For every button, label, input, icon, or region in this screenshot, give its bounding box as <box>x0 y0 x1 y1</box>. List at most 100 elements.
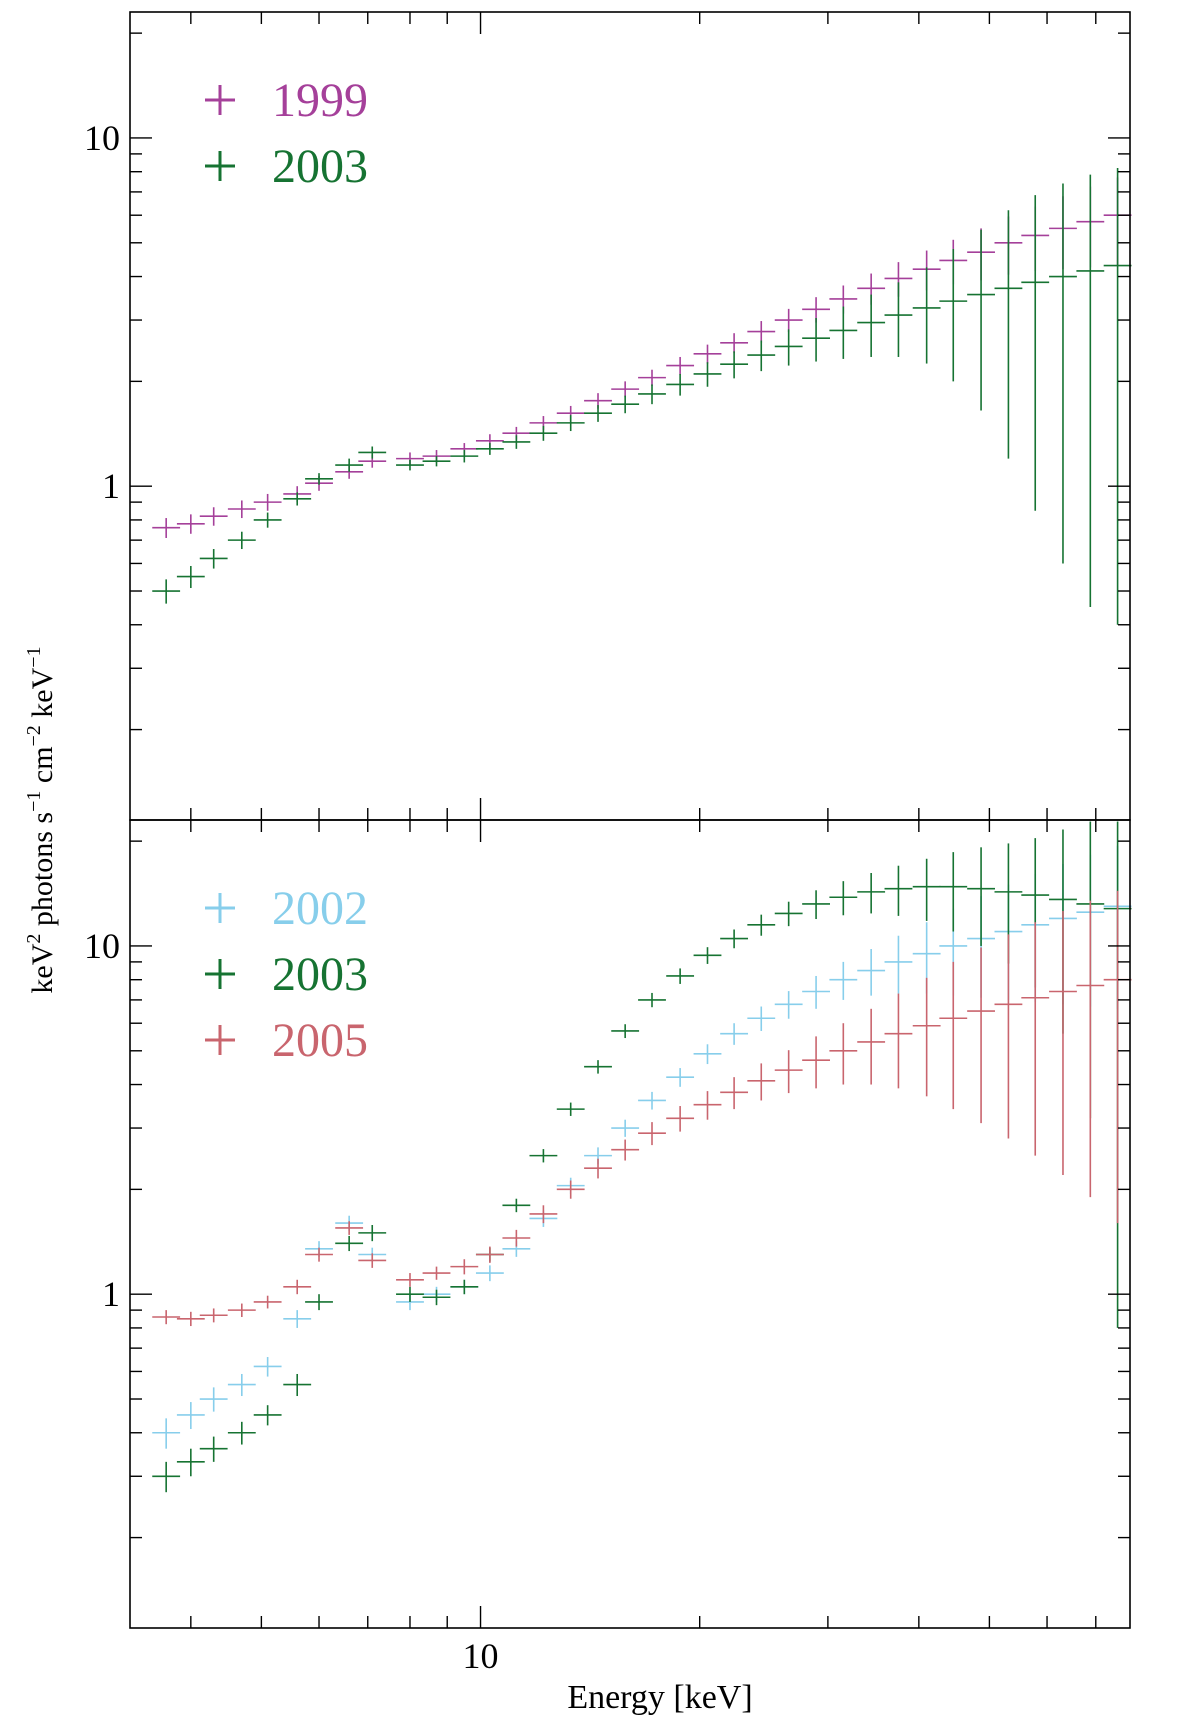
data-point <box>939 961 968 1110</box>
y-tick-label: 1 <box>102 1274 120 1314</box>
data-point <box>1049 911 1077 1175</box>
data-point <box>802 890 830 920</box>
data-point <box>305 1294 333 1311</box>
legend-label: 2003 <box>272 140 368 193</box>
legend-label: 1999 <box>272 74 368 127</box>
data-point <box>283 1310 312 1328</box>
top-panel-data-marks <box>152 167 1132 625</box>
data-point <box>358 1225 387 1242</box>
data-point <box>283 1373 312 1397</box>
data-point <box>912 858 941 921</box>
data-point <box>829 961 858 1000</box>
data-point <box>1021 195 1050 511</box>
data-point <box>774 1050 803 1094</box>
data-point <box>747 321 776 343</box>
data-point <box>176 1448 205 1477</box>
data-point <box>422 1289 451 1306</box>
data-point <box>305 1247 333 1262</box>
legend-label: 2005 <box>272 1014 368 1067</box>
data-point <box>1103 167 1132 625</box>
data-point <box>450 1279 479 1295</box>
data-point <box>720 1077 749 1110</box>
data-point <box>199 1436 228 1462</box>
data-point <box>396 1286 424 1302</box>
data-point <box>556 415 585 432</box>
data-point <box>199 1387 228 1412</box>
data-point <box>199 507 228 526</box>
data-point <box>475 1265 504 1282</box>
data-point <box>693 362 722 387</box>
data-point <box>253 493 282 511</box>
data-point <box>584 1158 612 1179</box>
data-point <box>305 473 333 485</box>
data-point <box>529 1149 558 1163</box>
data-point <box>611 1024 640 1039</box>
data-point <box>611 1139 640 1161</box>
data-point <box>422 1266 451 1280</box>
x-tick-label: 10 <box>463 1636 499 1676</box>
data-point <box>720 351 749 379</box>
data-point <box>1103 890 1132 1224</box>
data-point <box>253 1295 282 1309</box>
data-point <box>529 425 558 441</box>
data-point <box>884 282 913 357</box>
data-point <box>802 1036 830 1089</box>
data-point <box>638 1091 666 1110</box>
legend-marker-icon <box>205 959 235 989</box>
x-axis-label: Energy [keV] <box>567 1679 752 1716</box>
data-point <box>884 865 913 916</box>
data-point <box>176 1311 205 1327</box>
data-point <box>584 405 612 422</box>
bottom-panel-frame <box>129 819 1131 1629</box>
data-point <box>747 1006 776 1031</box>
data-point <box>802 318 830 362</box>
data-point <box>556 1102 585 1116</box>
top-panel-frame <box>129 11 1131 821</box>
data-point <box>611 1119 640 1137</box>
data-point <box>693 947 722 964</box>
data-point <box>884 993 913 1089</box>
data-point <box>611 381 640 398</box>
legend-marker-icon <box>205 151 235 181</box>
data-point <box>502 435 531 449</box>
data-point <box>396 1273 424 1287</box>
legend-item-2003: 2003 <box>205 948 368 1001</box>
data-point <box>152 1418 181 1449</box>
data-point <box>912 267 941 364</box>
data-point <box>1049 183 1077 564</box>
data-point <box>994 934 1023 1139</box>
data-point <box>857 294 886 357</box>
top-panel: 1 10 1999 2003 <box>84 11 1132 821</box>
data-point <box>556 1180 585 1199</box>
legend-label: 2002 <box>272 882 368 935</box>
data-point <box>335 458 364 472</box>
data-point <box>1021 922 1050 1156</box>
data-point <box>774 991 803 1019</box>
data-point <box>227 1303 256 1317</box>
data-point <box>422 456 451 467</box>
data-point <box>829 306 858 359</box>
data-point <box>227 1373 256 1397</box>
data-point <box>199 549 228 569</box>
data-point <box>283 1279 312 1295</box>
data-point <box>152 579 181 604</box>
data-point <box>502 1198 531 1213</box>
data-point <box>335 1221 364 1235</box>
data-point <box>829 1023 858 1085</box>
y-tick-label: 10 <box>84 118 120 158</box>
series-1999 <box>152 177 1132 538</box>
data-point <box>774 901 803 927</box>
data-point <box>227 500 256 519</box>
data-point <box>666 356 695 375</box>
data-point <box>475 1246 504 1263</box>
data-point <box>358 446 387 459</box>
data-point <box>502 1229 531 1247</box>
legend-item-2002: 2002 <box>205 882 368 935</box>
data-point <box>638 384 666 405</box>
data-point <box>152 518 181 538</box>
bottom-panel-data-marks <box>152 821 1132 1493</box>
data-point <box>666 373 695 396</box>
data-point <box>638 992 666 1008</box>
legend-marker-icon <box>205 1025 235 1055</box>
y-tick-label: 10 <box>84 926 120 966</box>
